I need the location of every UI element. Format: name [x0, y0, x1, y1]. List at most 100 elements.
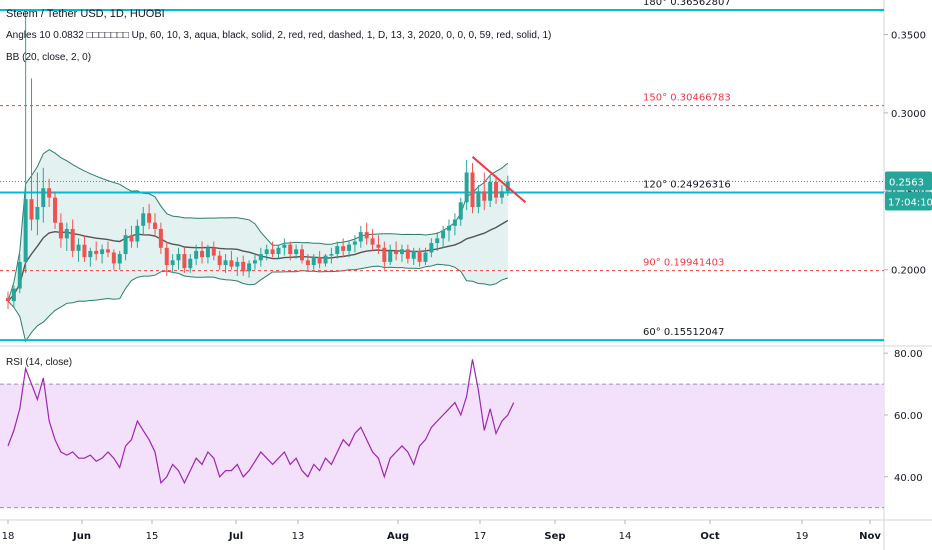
angle-level-label-3: 90° 0.19941403 [643, 258, 724, 269]
candle-body [499, 191, 504, 198]
candle-body [100, 249, 105, 255]
candle-body [82, 244, 87, 258]
bb-fill [8, 149, 508, 342]
candle-body [311, 257, 316, 266]
price-tick-label: 0.2000 [891, 266, 926, 277]
candle-body [170, 260, 175, 266]
candle-body [53, 197, 58, 223]
candle-body [376, 244, 381, 248]
candle-body [276, 247, 281, 255]
candle-body [323, 255, 328, 264]
candle-body [252, 260, 257, 264]
candle-body [194, 250, 199, 259]
candle-body [382, 247, 387, 262]
candle-body [300, 249, 304, 261]
candle-body [129, 235, 134, 242]
candle-body [35, 207, 40, 220]
angles-indicator-label[interactable]: Angles 10 0.0832 □□□□□□□ Up, 60, 10, 3, … [6, 30, 552, 41]
candle-body [264, 249, 269, 255]
rsi-indicator-label[interactable]: RSI (14, close) [6, 357, 73, 368]
candle-body [58, 222, 63, 239]
bb-indicator-label[interactable]: BB (20, close, 2, 0) [6, 52, 92, 63]
candle-body [470, 172, 475, 207]
angle-level-label-0: 180° 0.36562807 [643, 0, 731, 8]
candle-body [135, 225, 140, 242]
candle-body [164, 247, 169, 266]
time-tick-label: Jun [72, 531, 91, 542]
rsi-tick-label: 40.00 [894, 473, 923, 484]
candle-body [294, 249, 299, 255]
candle-body [41, 188, 46, 207]
candle-body [317, 257, 322, 264]
angle-level-label-1: 150° 0.30466783 [643, 93, 731, 104]
price-tick-label: 0.3500 [891, 31, 926, 42]
candle-body [229, 260, 234, 267]
candle-body [411, 250, 416, 259]
candle-body [388, 250, 393, 262]
candle-body [458, 202, 463, 220]
current-price-badge [885, 171, 932, 191]
rsi-band-fill [0, 384, 884, 508]
candle-body [482, 191, 487, 201]
candle-body [447, 225, 451, 231]
candle-body [17, 261, 22, 289]
candle-body [358, 232, 363, 242]
time-tick-label: 19 [796, 531, 809, 542]
candle-body [352, 241, 357, 245]
candle-body [423, 252, 428, 262]
candle-body [11, 288, 16, 302]
time-tick-label: Oct [700, 531, 719, 542]
candle-body [235, 261, 240, 267]
time-tick-label: 14 [619, 531, 632, 542]
candle-body [429, 243, 434, 253]
candle-body [188, 258, 193, 269]
candle-body [494, 181, 499, 198]
candle-body [141, 213, 146, 226]
candle-body [247, 263, 252, 272]
candle-body [111, 252, 116, 264]
candle-body [364, 232, 369, 239]
candle-body [399, 249, 404, 255]
candle-body [105, 249, 110, 253]
time-tick-label: 15 [146, 531, 159, 542]
candle-body [176, 254, 181, 261]
candle-body [405, 249, 410, 259]
candle-body [305, 260, 310, 266]
time-tick-label: 13 [292, 531, 305, 542]
bb-upper-line [7, 149, 509, 302]
symbol-title[interactable]: Steem / Tether USD, 1D, HUOBI [6, 8, 165, 20]
rsi-tick-label: 60.00 [894, 411, 923, 422]
candle-body [476, 191, 481, 207]
time-tick-label: Sep [544, 531, 565, 542]
candle-body [258, 254, 263, 261]
candle-body [435, 238, 440, 244]
time-tick-label: 17 [474, 531, 487, 542]
time-tick-label: Nov [859, 531, 881, 542]
candle-body [153, 222, 157, 229]
candle-body [335, 246, 340, 255]
candle-body [394, 250, 399, 255]
candle-body [288, 244, 293, 255]
candle-body [64, 228, 69, 239]
candle-body [205, 247, 210, 258]
candle-body [158, 228, 163, 248]
candle-body [117, 254, 122, 264]
candle-body [29, 199, 34, 220]
rsi-line [7, 359, 515, 485]
candle-body [488, 181, 493, 201]
candle-body [341, 246, 346, 251]
candle-body [347, 244, 352, 251]
candle-body [282, 244, 287, 248]
candle-body [76, 244, 81, 251]
candle-body [94, 250, 99, 255]
candle-body [270, 249, 275, 255]
trend-line [471, 156, 527, 204]
candle-body [241, 261, 246, 272]
candle-body [23, 199, 28, 262]
candle-body [47, 188, 52, 198]
candle-body [370, 238, 375, 245]
time-tick-label: Aug [387, 531, 409, 542]
candle-body [123, 235, 128, 255]
